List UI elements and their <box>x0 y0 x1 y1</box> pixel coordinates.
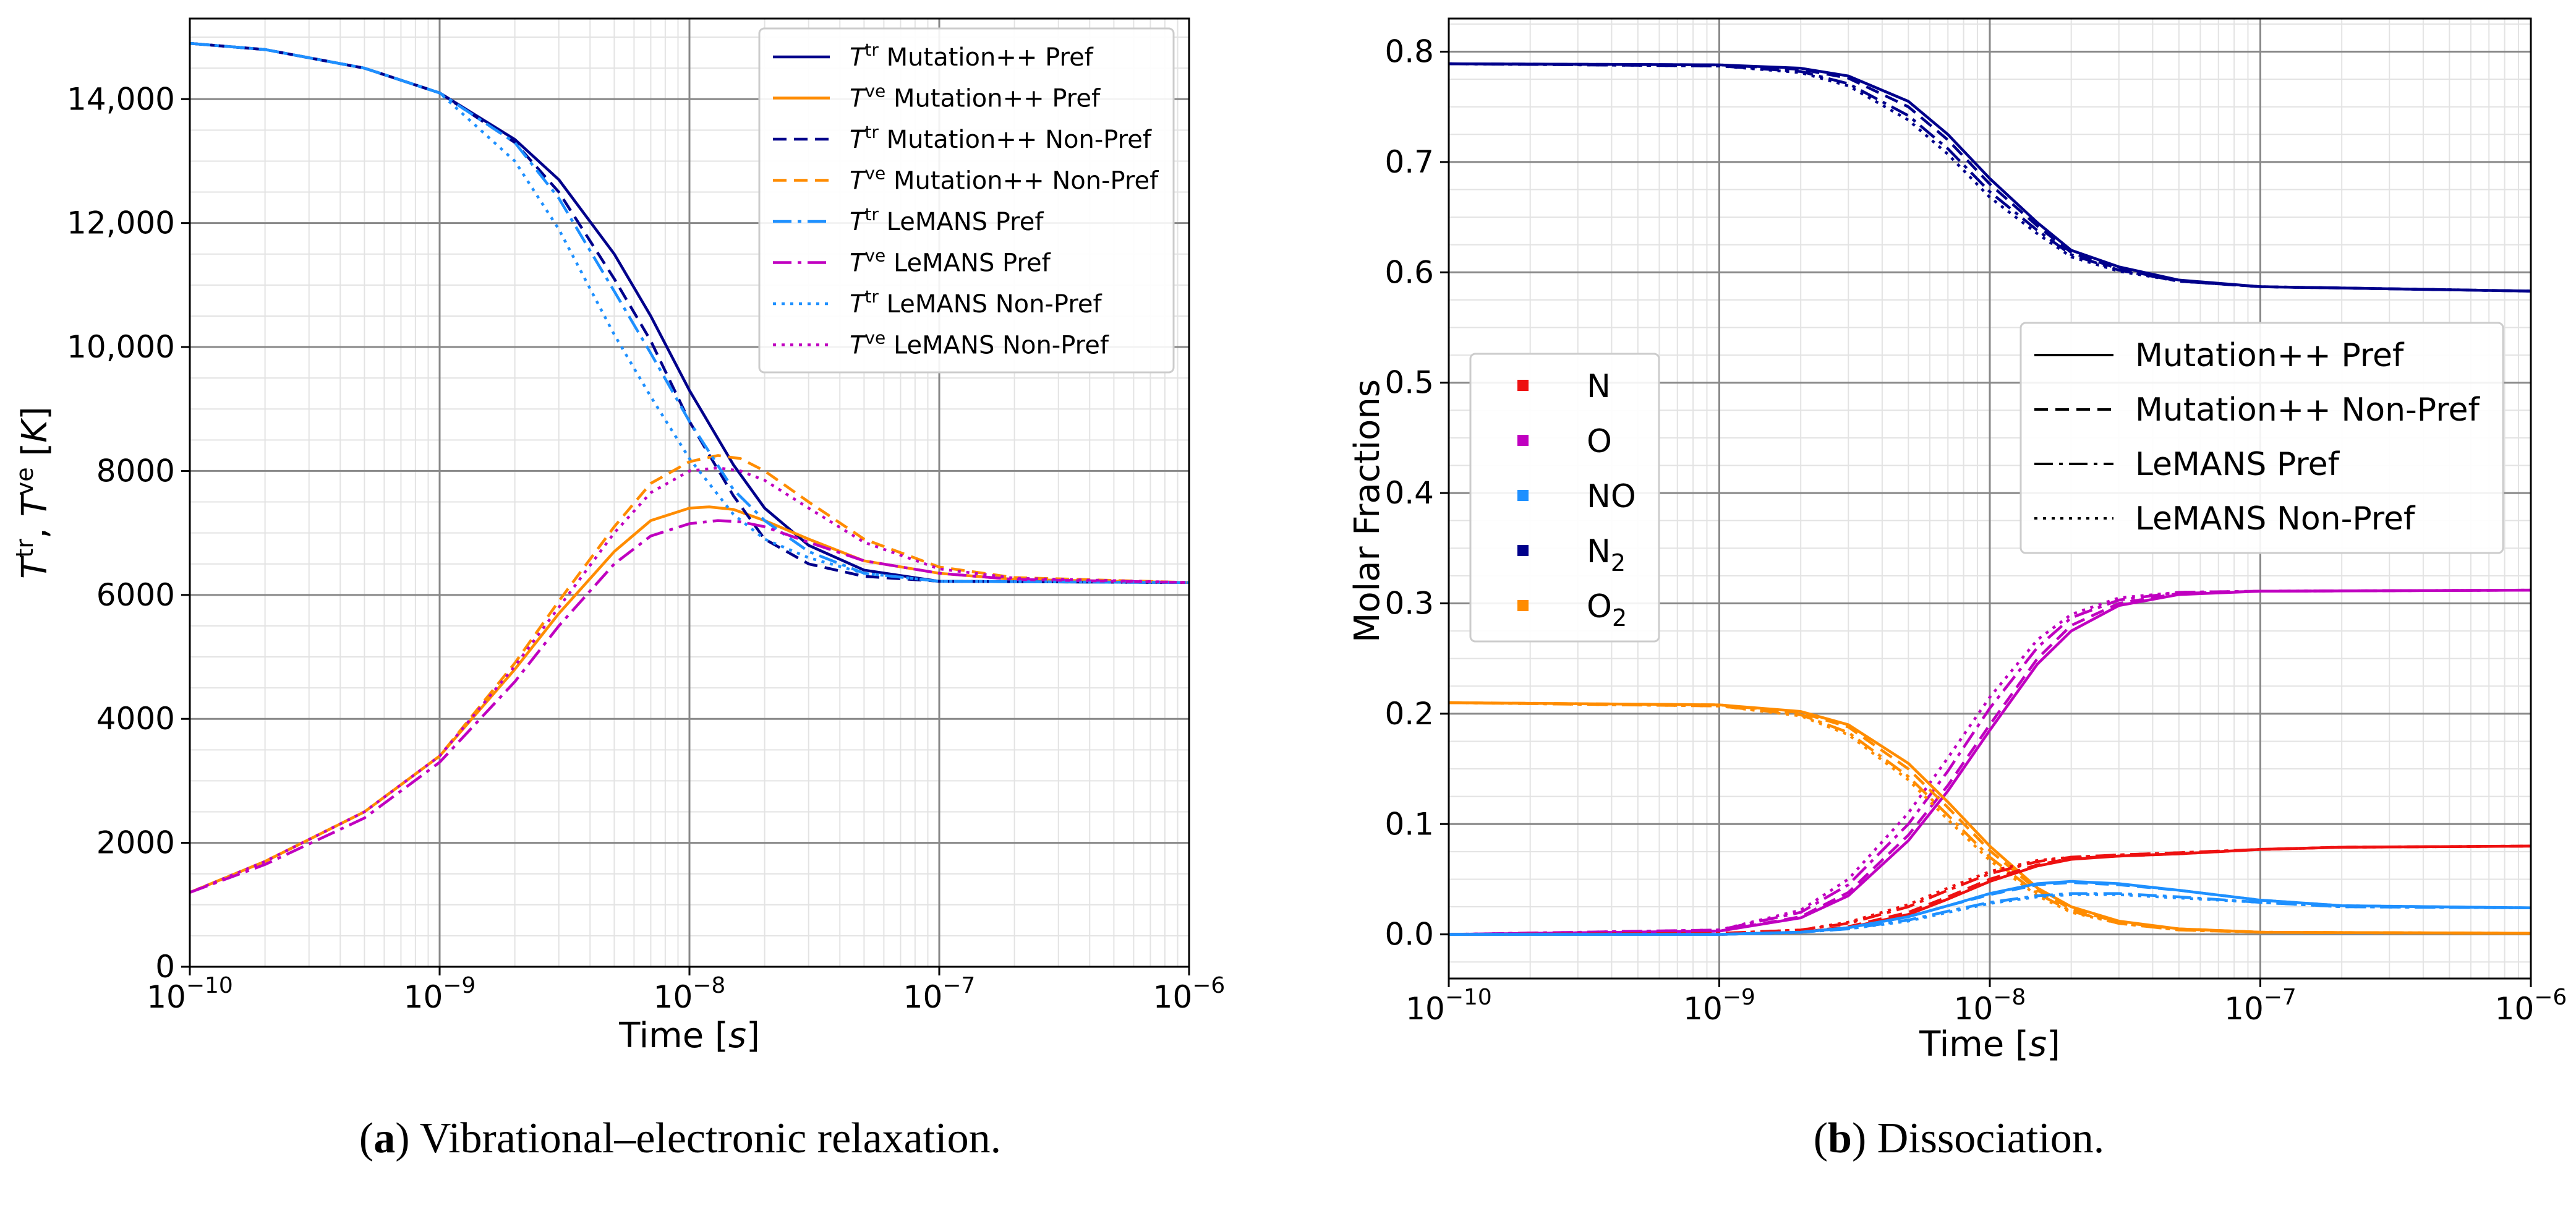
panel-a-series-lines <box>189 41 1190 894</box>
legend-entry-label: Tve LeMANS Non-Pref <box>850 328 1109 360</box>
species-legend-label: NO <box>1587 478 1636 515</box>
y-tick-label: 2000 <box>96 825 175 861</box>
species-legend-label: N2 <box>1587 533 1626 576</box>
legend-entry-label: Ttr LeMANS Pref <box>850 204 1044 236</box>
y-tick-label: 0.6 <box>1384 254 1434 290</box>
x-tick-label: 10−7 <box>903 973 976 1015</box>
panel-b-chart: 10−10 10−9 10−8 10−7 10−6 0.0 0.1 0.2 0.3 0.4 0.5 0… <box>1347 17 2567 1162</box>
series-line <box>189 41 1190 585</box>
x-tick-label: 10−6 <box>1153 973 1226 1015</box>
species-color-marker <box>1517 435 1529 446</box>
series-line <box>1448 62 2531 293</box>
series-line <box>1448 62 2531 293</box>
legend-entry-label: Ttr Mutation++ Pref <box>850 40 1094 72</box>
species-legend-frame <box>1469 353 1660 643</box>
panel-a-y-axis-label: Ttr, Tve [K] <box>11 406 55 579</box>
y-tick-label: 6000 <box>96 577 175 613</box>
y-tick-label: 0.0 <box>1384 917 1434 953</box>
panel-a-x-axis-label: Time [s] <box>618 1016 760 1056</box>
panel-a-ticks: 10−10 10−9 10−8 10−7 10−6 0 2000 4000 6000 8000 10… <box>67 81 1225 1015</box>
x-tick-label: 10−6 <box>2495 985 2567 1027</box>
species-legend-label: O <box>1587 423 1612 460</box>
series-line <box>1448 844 2531 936</box>
x-tick-label: 10−9 <box>1683 985 1755 1027</box>
species-color-marker <box>1517 545 1529 556</box>
panel-a-grid <box>189 19 1190 968</box>
y-tick-label: 12,000 <box>67 205 175 241</box>
panel-a-caption: (a) Vibrational–electronic relaxation. <box>359 1115 1001 1162</box>
panel-b-caption: (b) Dissociation. <box>1814 1115 2105 1162</box>
legend-entry-label: Ttr Mutation++ Non-Pref <box>850 122 1152 154</box>
y-tick-label: 4000 <box>96 701 175 737</box>
x-tick-label: 10−8 <box>654 973 726 1015</box>
series-line <box>189 519 1190 894</box>
y-tick-label: 0.1 <box>1384 806 1434 842</box>
y-tick-label: 0.5 <box>1384 365 1434 401</box>
style-legend-label: Mutation++ Non-Pref <box>2135 392 2480 429</box>
y-tick-label: 14,000 <box>67 81 175 117</box>
series-line <box>189 466 1190 894</box>
y-tick-label: 8000 <box>96 453 175 489</box>
panel-a-chart: 10−10 10−9 10−8 10−7 10−6 0 2000 4000 6000 8000 10… <box>11 17 1225 1162</box>
panel-b-species-legend: NO NO N2 O2 <box>1469 353 1660 643</box>
y-tick-label: 0.3 <box>1384 585 1434 621</box>
style-legend-label: LeMANS Non-Pref <box>2135 500 2416 538</box>
panel-b-y-axis-label: Molar Fractions <box>1347 379 1388 643</box>
series-line <box>1448 701 2531 935</box>
species-color-marker <box>1517 490 1529 501</box>
series-line <box>189 454 1190 894</box>
y-tick-label: 10,000 <box>67 329 175 365</box>
legend-entry-label: Tve LeMANS Pref <box>850 246 1051 278</box>
series-line <box>1448 588 2531 936</box>
y-tick-label: 0.8 <box>1384 34 1434 70</box>
panel-a-legend: Ttr Mutation++ Pref Tve Mutation++ Pref Tt… <box>758 27 1175 374</box>
series-line <box>189 41 1190 585</box>
legend-entry-label: Tve Mutation++ Non-Pref <box>850 163 1159 195</box>
x-tick-label: 10−8 <box>1954 985 2026 1027</box>
legend-frame <box>758 27 1175 374</box>
x-tick-label: 10−9 <box>404 973 476 1015</box>
species-legend-label: O2 <box>1587 588 1627 632</box>
y-tick-label: 0.7 <box>1384 144 1434 180</box>
style-legend-frame <box>2019 322 2504 554</box>
y-tick-label: 0.4 <box>1384 475 1434 511</box>
legend-entry-label: Ttr LeMANS Non-Pref <box>850 286 1102 319</box>
species-legend-label: N <box>1587 368 1611 405</box>
series-line <box>1448 62 2531 293</box>
x-tick-label: 10−10 <box>1405 985 1492 1027</box>
species-color-marker <box>1517 600 1529 611</box>
y-tick-label: 0 <box>155 949 175 985</box>
panel-b-x-axis-label: Time [s] <box>1919 1024 2060 1064</box>
series-line <box>189 41 1190 585</box>
legend-entry-label: Tve Mutation++ Pref <box>850 81 1101 113</box>
x-tick-label: 10−10 <box>147 973 233 1015</box>
panel-b-style-legend: Mutation++ Pref Mutation++ Non-Pref LeMANS… <box>2019 322 2504 554</box>
species-color-marker <box>1517 380 1529 391</box>
y-tick-label: 0.2 <box>1384 696 1434 732</box>
panel-b-ticks: 10−10 10−9 10−8 10−7 10−6 0.0 0.1 0.2 0.3 0.4 0.5 0… <box>1384 34 2567 1027</box>
x-tick-label: 10−7 <box>2224 985 2297 1027</box>
style-legend-label: LeMANS Pref <box>2135 446 2340 483</box>
style-legend-label: Mutation++ Pref <box>2135 337 2405 374</box>
series-line <box>1448 62 2531 293</box>
series-line <box>1448 588 2531 936</box>
panel-b-series-lines <box>1448 62 2531 936</box>
series-line <box>1449 892 2531 936</box>
